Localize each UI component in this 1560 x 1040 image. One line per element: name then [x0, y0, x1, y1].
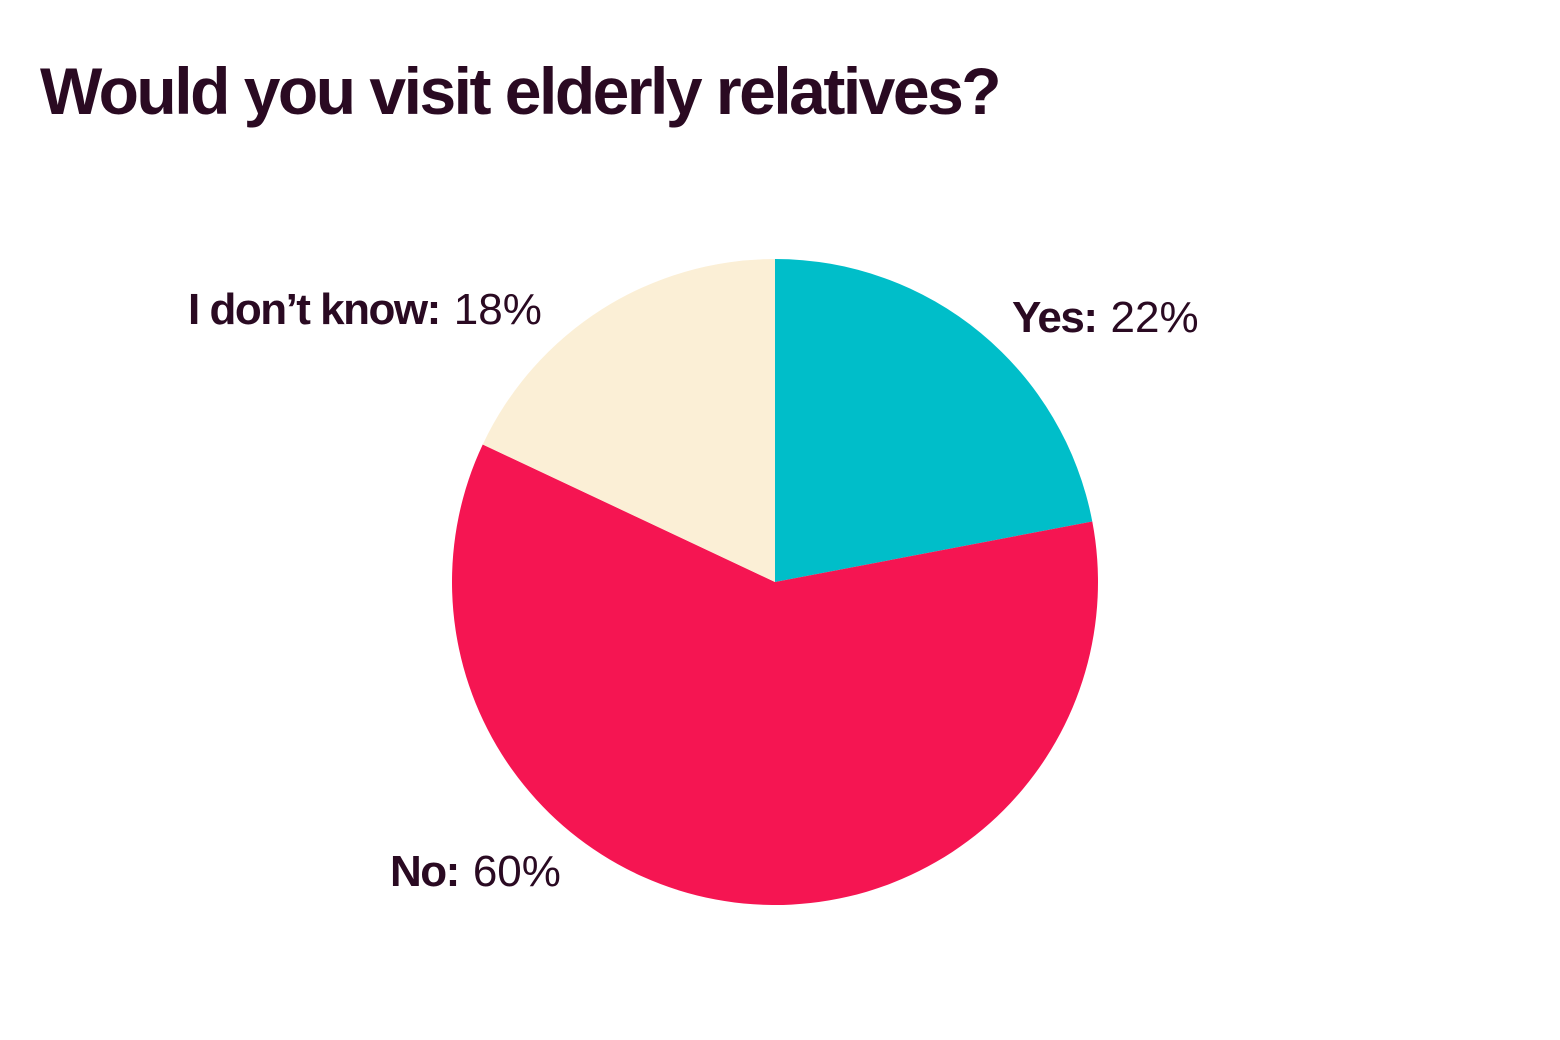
slice-label-1: Yes: 22%: [1012, 293, 1199, 342]
slice-category-label: No:: [390, 847, 459, 896]
slice-label-3: I don’t know: 18%: [188, 285, 542, 334]
slice-value-label: 18%: [454, 285, 542, 334]
pie-slices: [451, 259, 1098, 905]
pie-slice-3: [482, 259, 775, 582]
chart-title: Would you visit elderly relatives?: [40, 54, 1002, 128]
slice-label-2: No: 60%: [390, 847, 561, 896]
pie-slice-1: [775, 259, 1093, 582]
pie-slice-2: [451, 444, 1098, 905]
slice-category-label: I don’t know:: [188, 285, 440, 334]
slice-category-label: Yes:: [1012, 293, 1097, 342]
slice-value-label: 22%: [1111, 293, 1199, 342]
pie-labels: Yes: 22% No: 60% I don’t know: 18%: [188, 285, 1199, 896]
slice-value-label: 60%: [473, 847, 561, 896]
